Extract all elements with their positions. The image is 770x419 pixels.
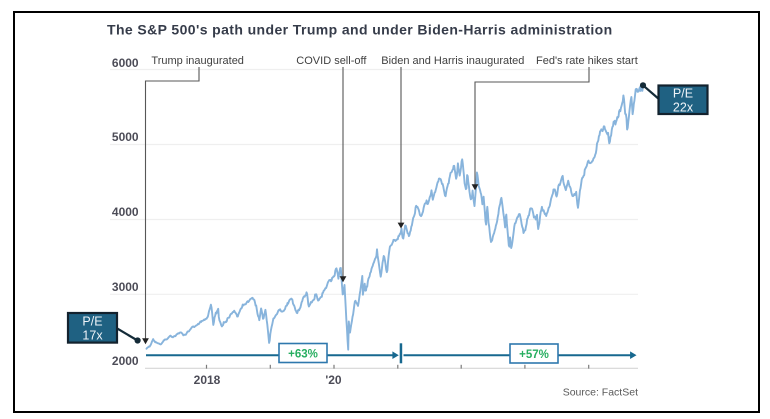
- svg-text:2018: 2018: [194, 373, 221, 387]
- svg-text:17x: 17x: [82, 329, 103, 343]
- svg-text:P/E: P/E: [673, 87, 693, 101]
- svg-text:Biden and Harris inaugurated: Biden and Harris inaugurated: [381, 55, 524, 67]
- svg-text:22x: 22x: [673, 101, 694, 115]
- svg-text:P/E: P/E: [82, 315, 102, 329]
- svg-text:2000: 2000: [112, 354, 139, 368]
- svg-text:5000: 5000: [112, 130, 139, 144]
- svg-text:4000: 4000: [112, 205, 139, 219]
- svg-text:+63%: +63%: [288, 349, 318, 361]
- svg-text:Fed's rate hikes start: Fed's rate hikes start: [536, 55, 638, 67]
- svg-text:'20: '20: [325, 373, 342, 387]
- svg-text:Trump inaugurated: Trump inaugurated: [151, 55, 244, 67]
- svg-text:3000: 3000: [112, 280, 139, 294]
- svg-text:The S&P 500's path under Trump: The S&P 500's path under Trump and under…: [107, 22, 613, 38]
- svg-text:+57%: +57%: [519, 349, 549, 361]
- svg-text:Source: FactSet: Source: FactSet: [563, 387, 638, 399]
- svg-text:COVID sell-off: COVID sell-off: [296, 55, 367, 67]
- svg-text:6000: 6000: [112, 56, 139, 70]
